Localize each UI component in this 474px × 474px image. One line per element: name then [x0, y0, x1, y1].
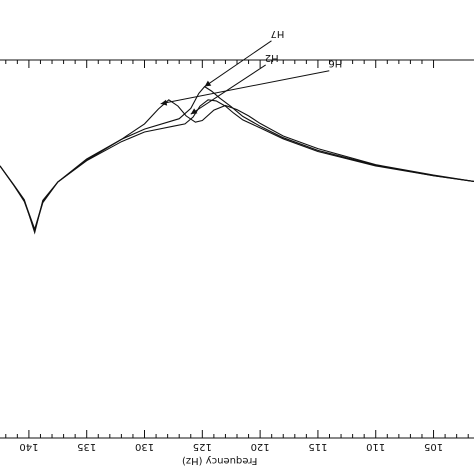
- series-curves: [0, 85, 474, 235]
- annotation-leader-h2: [190, 64, 266, 115]
- annotation-arrowhead: [204, 80, 212, 87]
- opposite-axis-ticks: [5, 60, 435, 68]
- annotation-label-h2: H2: [265, 52, 279, 63]
- annotation-arrowhead: [160, 99, 168, 106]
- series-line-h6: [0, 99, 474, 235]
- x-tick-label: 125: [193, 441, 212, 452]
- annotation-arrowhead: [190, 108, 198, 115]
- curve-annotations: H7 H2 H6: [160, 28, 342, 115]
- series-line-h7: [0, 85, 474, 233]
- x-axis-label: Frequency (Hz): [182, 455, 258, 466]
- x-tick-label: 110: [366, 441, 385, 452]
- x-tick-label: 135: [77, 441, 96, 452]
- x-tick-label: 115: [308, 441, 327, 452]
- x-tick-label: 120: [251, 441, 270, 452]
- series-line-h2: [0, 99, 474, 231]
- x-tick-label: 130: [135, 441, 154, 452]
- annotation-label-h6: H6: [328, 58, 342, 69]
- frequency-axis-tick-labels: 10511011512012513013514014: [19, 441, 443, 452]
- annotation-leader-h6: [160, 70, 330, 105]
- frequency-axis-ticks: [5, 430, 469, 438]
- annotation-label-h7: H7: [271, 28, 285, 39]
- annotation-leader-h7: [204, 40, 272, 87]
- x-tick-label: 140: [19, 441, 38, 452]
- x-tick-label: 105: [424, 441, 443, 452]
